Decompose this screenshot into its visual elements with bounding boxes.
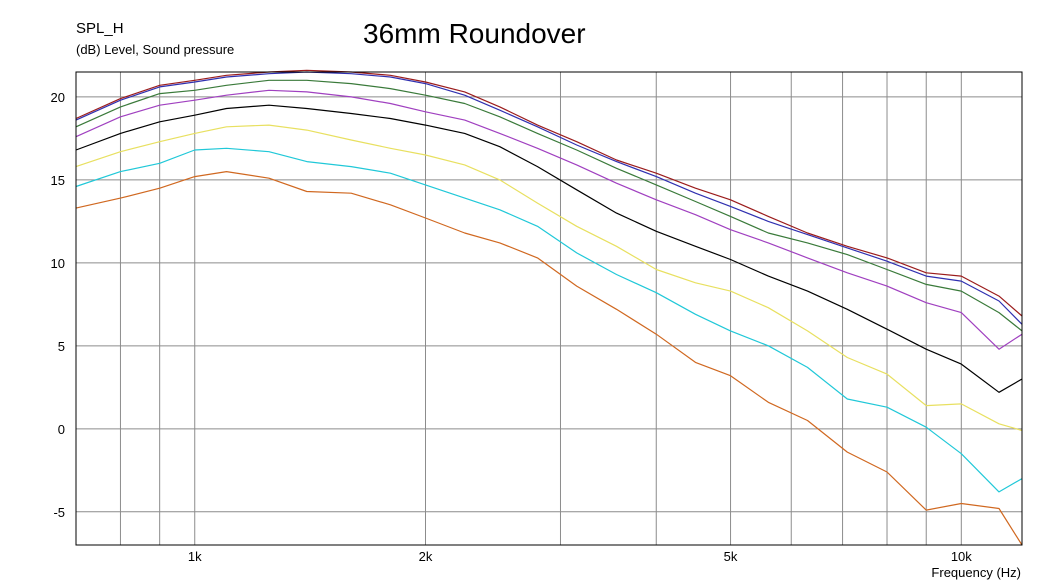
x-tick-label: 10k <box>951 549 972 564</box>
series-line-4 <box>75 89 1023 350</box>
y-tick-label: -5 <box>53 505 65 520</box>
axis-tick-labels: 20 15 10 5 0 -5 1k 2k 5k 10k <box>51 90 973 564</box>
series-line-6 <box>75 124 1023 432</box>
plot-frame <box>75 71 1023 546</box>
x-tick-label: 1k <box>188 549 202 564</box>
series-line-2 <box>75 71 1023 325</box>
y-tick-label: 15 <box>51 173 65 188</box>
x-axis-title: Frequency (Hz) <box>931 565 1021 580</box>
y-tick-label: 5 <box>58 339 65 354</box>
series-line-7 <box>75 147 1023 493</box>
y-tick-label: 20 <box>51 90 65 105</box>
x-tick-label: 2k <box>419 549 433 564</box>
series-line-8 <box>75 171 1023 546</box>
y-tick-label: 10 <box>51 256 65 271</box>
x-tick-label: 5k <box>724 549 738 564</box>
series-line-5 <box>75 104 1023 393</box>
y-tick-label: 0 <box>58 422 65 437</box>
chart-title: 36mm Roundover <box>363 18 586 49</box>
y-axis-unit-label: (dB) Level, Sound pressure <box>76 42 235 57</box>
series-line-3 <box>75 79 1023 332</box>
grid-lines <box>76 72 1022 545</box>
y-axis-title: SPL_H <box>76 20 124 37</box>
series-lines <box>75 69 1023 546</box>
series-line-1 <box>75 69 1023 317</box>
